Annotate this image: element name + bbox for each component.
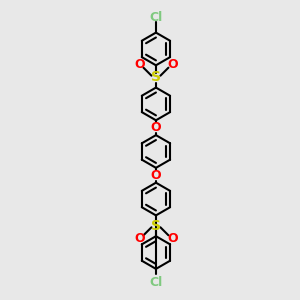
Text: O: O <box>167 58 178 71</box>
Text: Cl: Cl <box>149 276 163 289</box>
Text: O: O <box>151 169 161 182</box>
Text: O: O <box>134 58 145 71</box>
Text: O: O <box>134 232 145 245</box>
Text: O: O <box>167 232 178 245</box>
Text: S: S <box>151 219 161 233</box>
Text: O: O <box>151 121 161 134</box>
Text: Cl: Cl <box>149 11 163 24</box>
Text: S: S <box>151 70 161 84</box>
